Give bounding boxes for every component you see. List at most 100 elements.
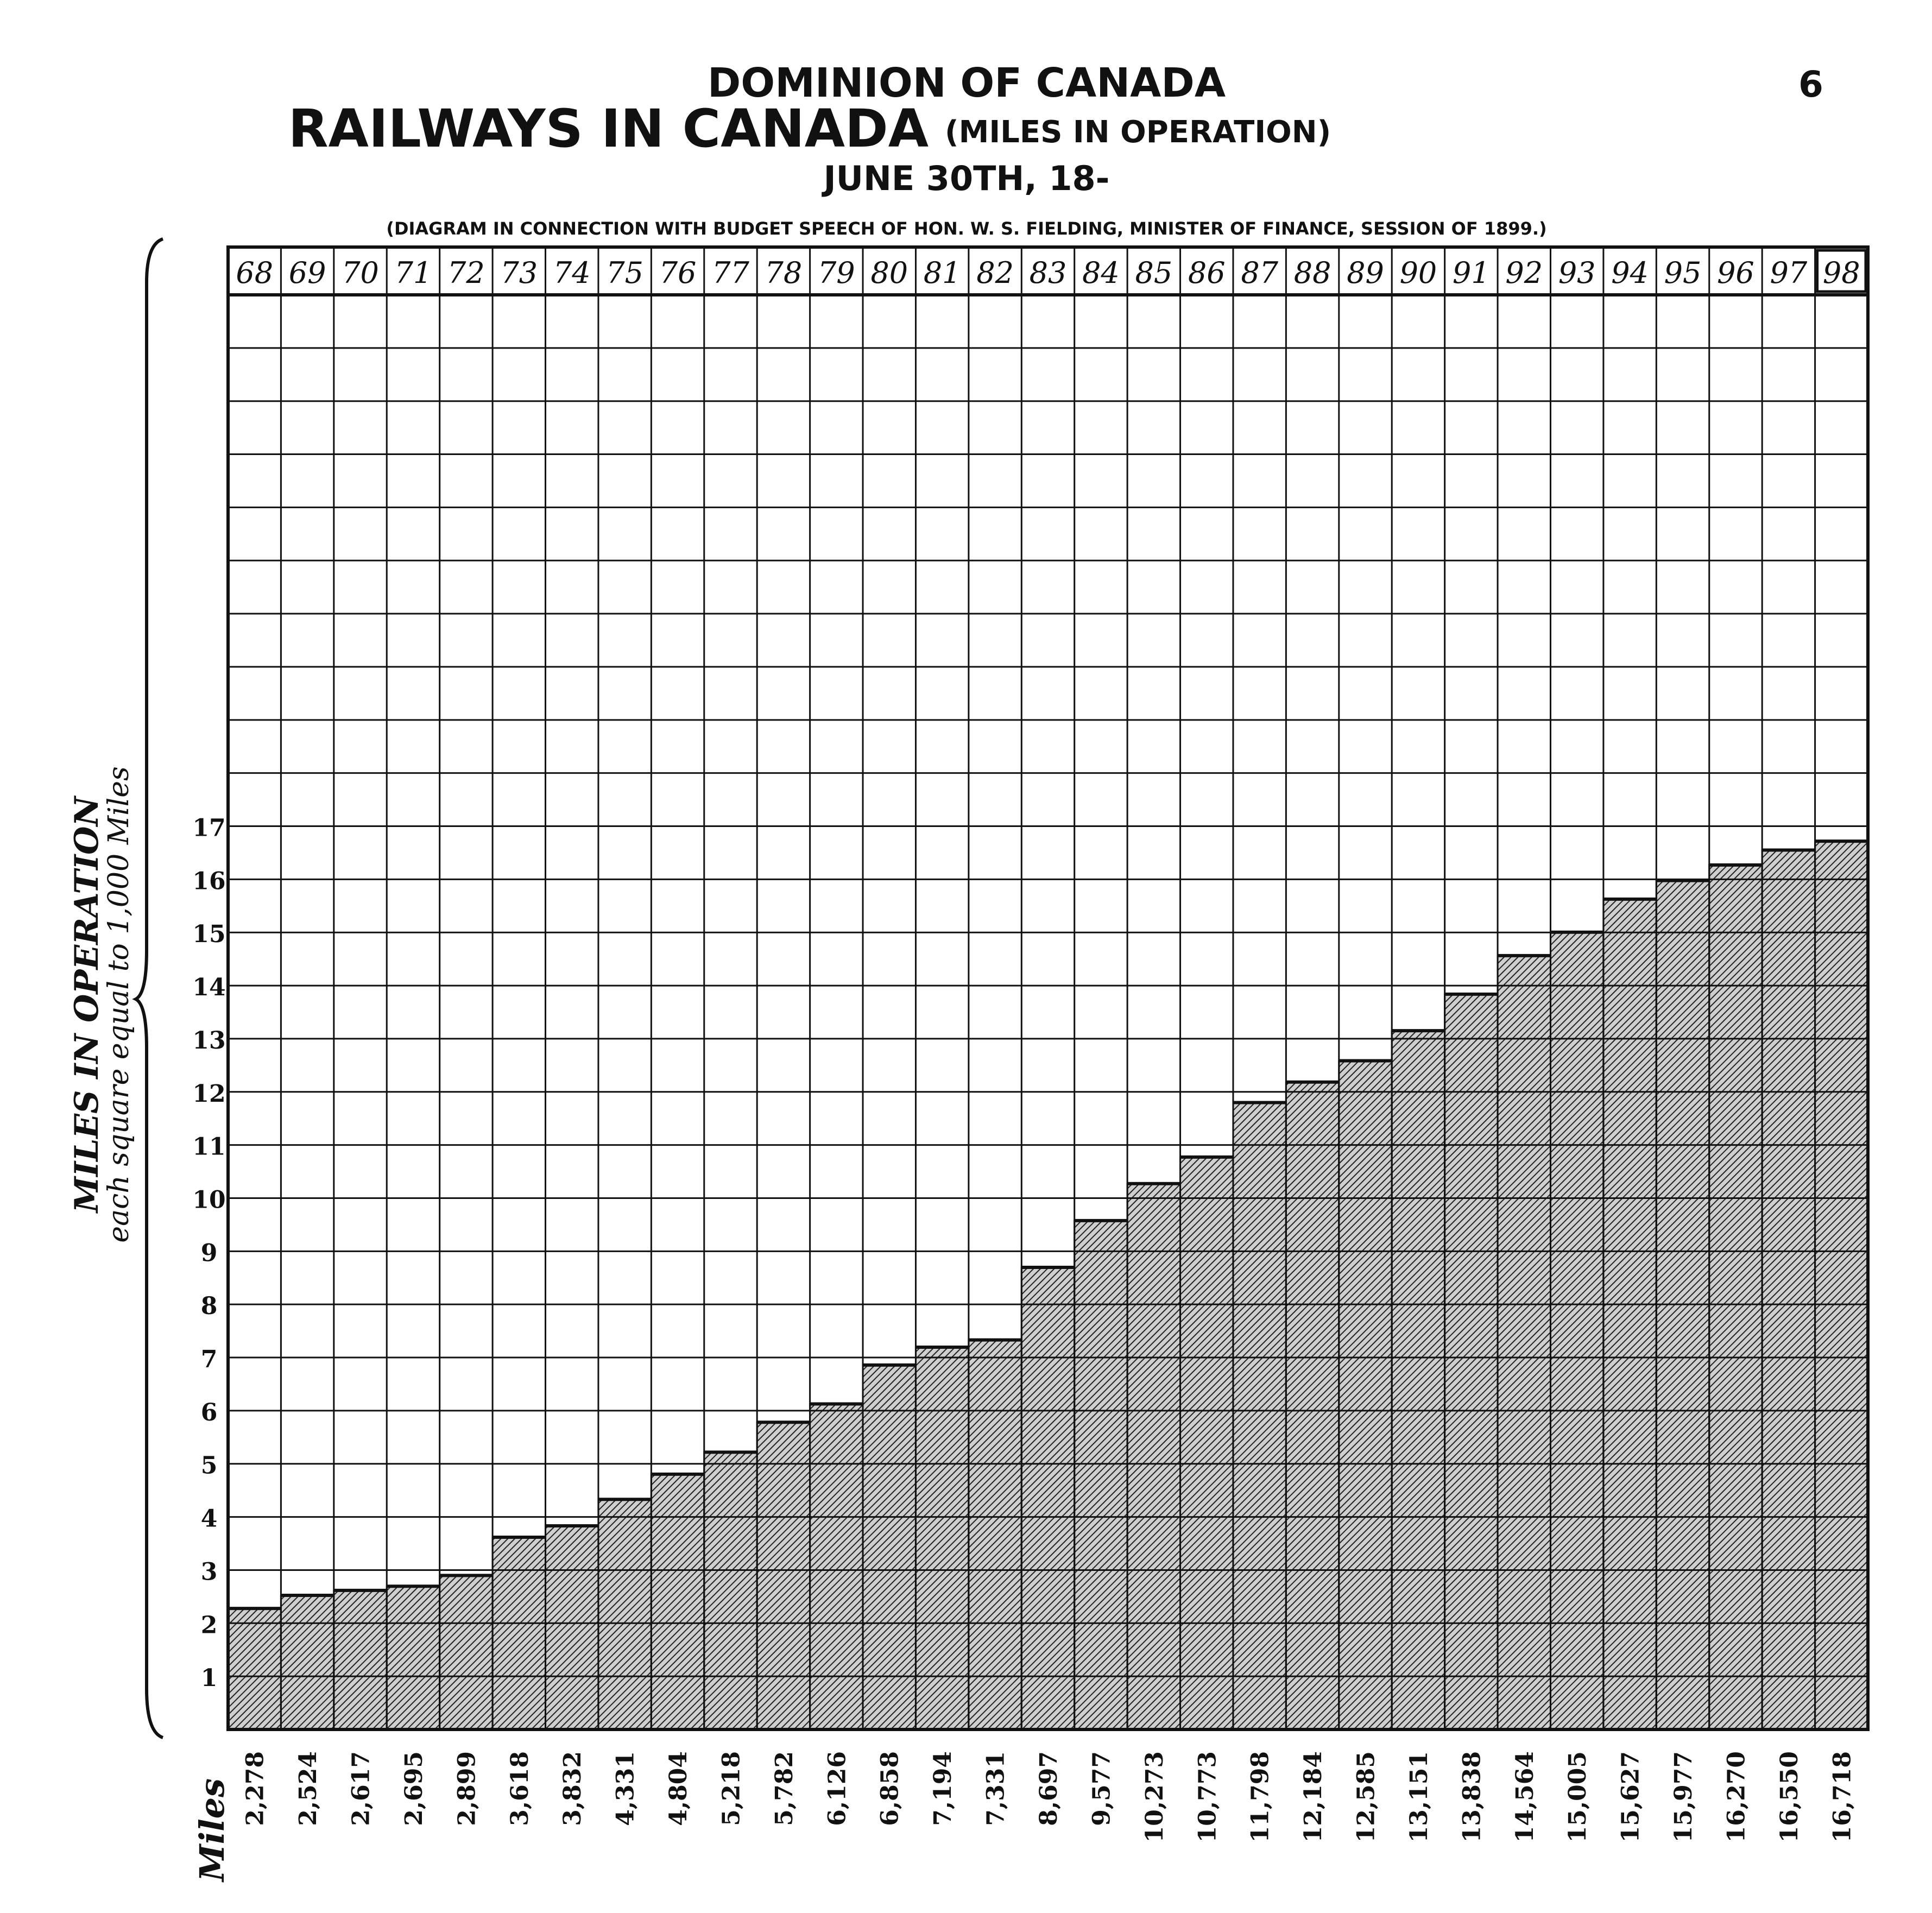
value-label-88: 12,184 xyxy=(1299,1751,1327,1842)
value-label-89: 12,585 xyxy=(1353,1751,1380,1842)
bar-92 xyxy=(1497,955,1551,1731)
value-label-72: 2,899 xyxy=(453,1751,481,1826)
bar-71 xyxy=(386,1585,441,1731)
year-label-92: 92 xyxy=(1505,256,1543,290)
grid-layer xyxy=(226,245,1870,1731)
year-label-75: 75 xyxy=(606,256,643,290)
year-label-78: 78 xyxy=(765,256,803,290)
header-date: JUNE 30TH, 18- xyxy=(822,159,1110,198)
value-label-97: 16,550 xyxy=(1776,1751,1803,1842)
year-label-84: 84 xyxy=(1082,256,1120,290)
value-label-81: 7,194 xyxy=(929,1751,957,1826)
y-tick-3: 3 xyxy=(201,1558,218,1586)
bar-76 xyxy=(650,1473,705,1731)
bar-83 xyxy=(1020,1266,1076,1731)
year-label-81: 81 xyxy=(924,256,961,290)
y-tick-9: 9 xyxy=(201,1239,218,1267)
year-label-86: 86 xyxy=(1188,256,1226,290)
value-label-70: 2,617 xyxy=(348,1751,375,1826)
year-label-80: 80 xyxy=(870,256,908,290)
bar-77 xyxy=(703,1451,758,1731)
year-label-74: 74 xyxy=(553,256,591,290)
bar-79 xyxy=(809,1403,864,1731)
y-tick-10: 10 xyxy=(192,1186,225,1214)
value-label-83: 8,697 xyxy=(1035,1751,1063,1826)
y-tick-2: 2 xyxy=(201,1611,218,1639)
value-label-79: 6,126 xyxy=(823,1751,851,1826)
year-label-91: 91 xyxy=(1453,256,1490,290)
y-tick-7: 7 xyxy=(201,1346,218,1373)
bars-layer xyxy=(227,839,1869,1731)
bar-90 xyxy=(1391,1030,1446,1731)
chart-frame xyxy=(226,245,1870,1731)
bar-81 xyxy=(914,1346,970,1731)
value-label-78: 5,782 xyxy=(771,1751,798,1826)
y-tick-1: 1 xyxy=(201,1664,218,1692)
year-label-83: 83 xyxy=(1030,256,1067,290)
year-label-82: 82 xyxy=(976,256,1014,290)
y-tick-13: 13 xyxy=(192,1027,225,1055)
bar-85 xyxy=(1126,1183,1182,1731)
year-label-76: 76 xyxy=(659,256,697,290)
value-label-74: 3,832 xyxy=(559,1751,586,1826)
y-tick-4: 4 xyxy=(201,1505,218,1533)
bar-93 xyxy=(1549,931,1605,1731)
value-label-69: 2,524 xyxy=(294,1751,322,1826)
year-label-77: 77 xyxy=(712,256,749,290)
value-label-75: 4,331 xyxy=(612,1751,640,1826)
year-label-98: 98 xyxy=(1823,256,1860,290)
value-label-85: 10,273 xyxy=(1141,1751,1169,1842)
bar-96 xyxy=(1708,864,1763,1731)
bar-75 xyxy=(597,1498,652,1731)
year-label-94: 94 xyxy=(1611,256,1649,290)
value-label-93: 15,005 xyxy=(1564,1751,1592,1842)
year-label-96: 96 xyxy=(1717,256,1754,290)
chart-title: RAILWAYS IN CANADA xyxy=(288,98,929,159)
value-label-90: 13,151 xyxy=(1405,1751,1433,1842)
year-label-87: 87 xyxy=(1241,256,1278,290)
year-header-row: 68 69 70 71 72 73 74 75 76 77 78 79 80 81 82 83 84 85 86 87… xyxy=(228,249,1868,296)
value-label-86: 10,773 xyxy=(1194,1751,1221,1842)
value-labels: 2,278 2,524 2,617 2,695 2,899 3,618 3,832 4,331… xyxy=(242,1751,1857,1842)
year-label-89: 89 xyxy=(1347,256,1384,290)
year-label-97: 97 xyxy=(1770,256,1808,290)
header-line-1: DOMINION OF CANADA xyxy=(708,60,1226,106)
bar-84 xyxy=(1074,1220,1128,1731)
bar-91 xyxy=(1444,993,1499,1731)
year-label-68: 68 xyxy=(236,256,273,290)
year-label-88: 88 xyxy=(1294,256,1331,290)
page-number: 6 xyxy=(1798,64,1823,105)
value-label-82: 7,331 xyxy=(982,1751,1010,1826)
year-label-70: 70 xyxy=(342,256,379,290)
value-label-91: 13,838 xyxy=(1458,1751,1486,1842)
bar-82 xyxy=(968,1339,1022,1731)
value-label-71: 2,695 xyxy=(400,1751,428,1826)
year-label-79: 79 xyxy=(818,256,855,290)
value-label-96: 16,270 xyxy=(1722,1751,1750,1842)
y-tick-6: 6 xyxy=(201,1399,218,1426)
year-label-95: 95 xyxy=(1664,256,1702,290)
value-label-80: 6,858 xyxy=(876,1751,904,1826)
header-note: (DIAGRAM IN CONNECTION WITH BUDGET SPEEC… xyxy=(386,218,1546,239)
y-tick-14: 14 xyxy=(192,974,225,1001)
bar-72 xyxy=(439,1574,494,1731)
bar-68 xyxy=(227,1607,282,1731)
bar-87 xyxy=(1232,1102,1287,1731)
bar-89 xyxy=(1338,1060,1393,1731)
bar-94 xyxy=(1602,898,1657,1731)
bar-74 xyxy=(545,1525,599,1731)
axis-caption-main: MILES IN OPERATION xyxy=(68,795,106,1214)
axis-brace xyxy=(132,237,164,1739)
bar-97 xyxy=(1761,849,1816,1731)
year-label-71: 71 xyxy=(395,256,432,290)
bar-69 xyxy=(280,1594,335,1731)
y-tick-17: 17 xyxy=(192,815,225,842)
y-tick-11: 11 xyxy=(192,1133,225,1161)
year-label-93: 93 xyxy=(1558,256,1596,290)
year-label-73: 73 xyxy=(500,256,538,290)
year-label-90: 90 xyxy=(1400,256,1437,290)
y-tick-16: 16 xyxy=(192,867,225,895)
bar-86 xyxy=(1179,1156,1234,1731)
